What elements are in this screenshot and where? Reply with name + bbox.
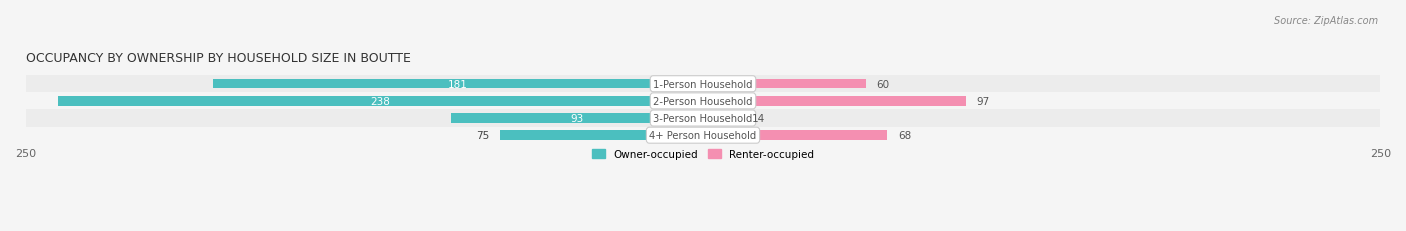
Text: 1-Person Household: 1-Person Household bbox=[654, 79, 752, 89]
Bar bbox=[703, 80, 866, 89]
Text: 75: 75 bbox=[475, 131, 489, 141]
Bar bbox=[703, 131, 887, 140]
Bar bbox=[212, 80, 703, 89]
Text: 181: 181 bbox=[449, 79, 468, 89]
Text: 68: 68 bbox=[898, 131, 911, 141]
Text: 93: 93 bbox=[571, 114, 583, 124]
Text: 3-Person Household: 3-Person Household bbox=[654, 114, 752, 124]
Bar bbox=[25, 127, 1381, 144]
Text: 97: 97 bbox=[977, 97, 990, 106]
Bar bbox=[703, 97, 966, 106]
Bar bbox=[499, 131, 703, 140]
Bar bbox=[58, 97, 703, 106]
Text: 2-Person Household: 2-Person Household bbox=[654, 97, 752, 106]
Text: 60: 60 bbox=[876, 79, 890, 89]
Bar bbox=[25, 76, 1381, 93]
Text: 4+ Person Household: 4+ Person Household bbox=[650, 131, 756, 141]
Text: 14: 14 bbox=[752, 114, 765, 124]
Bar bbox=[25, 110, 1381, 127]
Bar bbox=[703, 114, 741, 123]
Text: 238: 238 bbox=[371, 97, 391, 106]
Legend: Owner-occupied, Renter-occupied: Owner-occupied, Renter-occupied bbox=[588, 145, 818, 164]
Bar bbox=[451, 114, 703, 123]
Text: Source: ZipAtlas.com: Source: ZipAtlas.com bbox=[1274, 16, 1378, 26]
Text: OCCUPANCY BY OWNERSHIP BY HOUSEHOLD SIZE IN BOUTTE: OCCUPANCY BY OWNERSHIP BY HOUSEHOLD SIZE… bbox=[25, 52, 411, 65]
Bar bbox=[25, 93, 1381, 110]
